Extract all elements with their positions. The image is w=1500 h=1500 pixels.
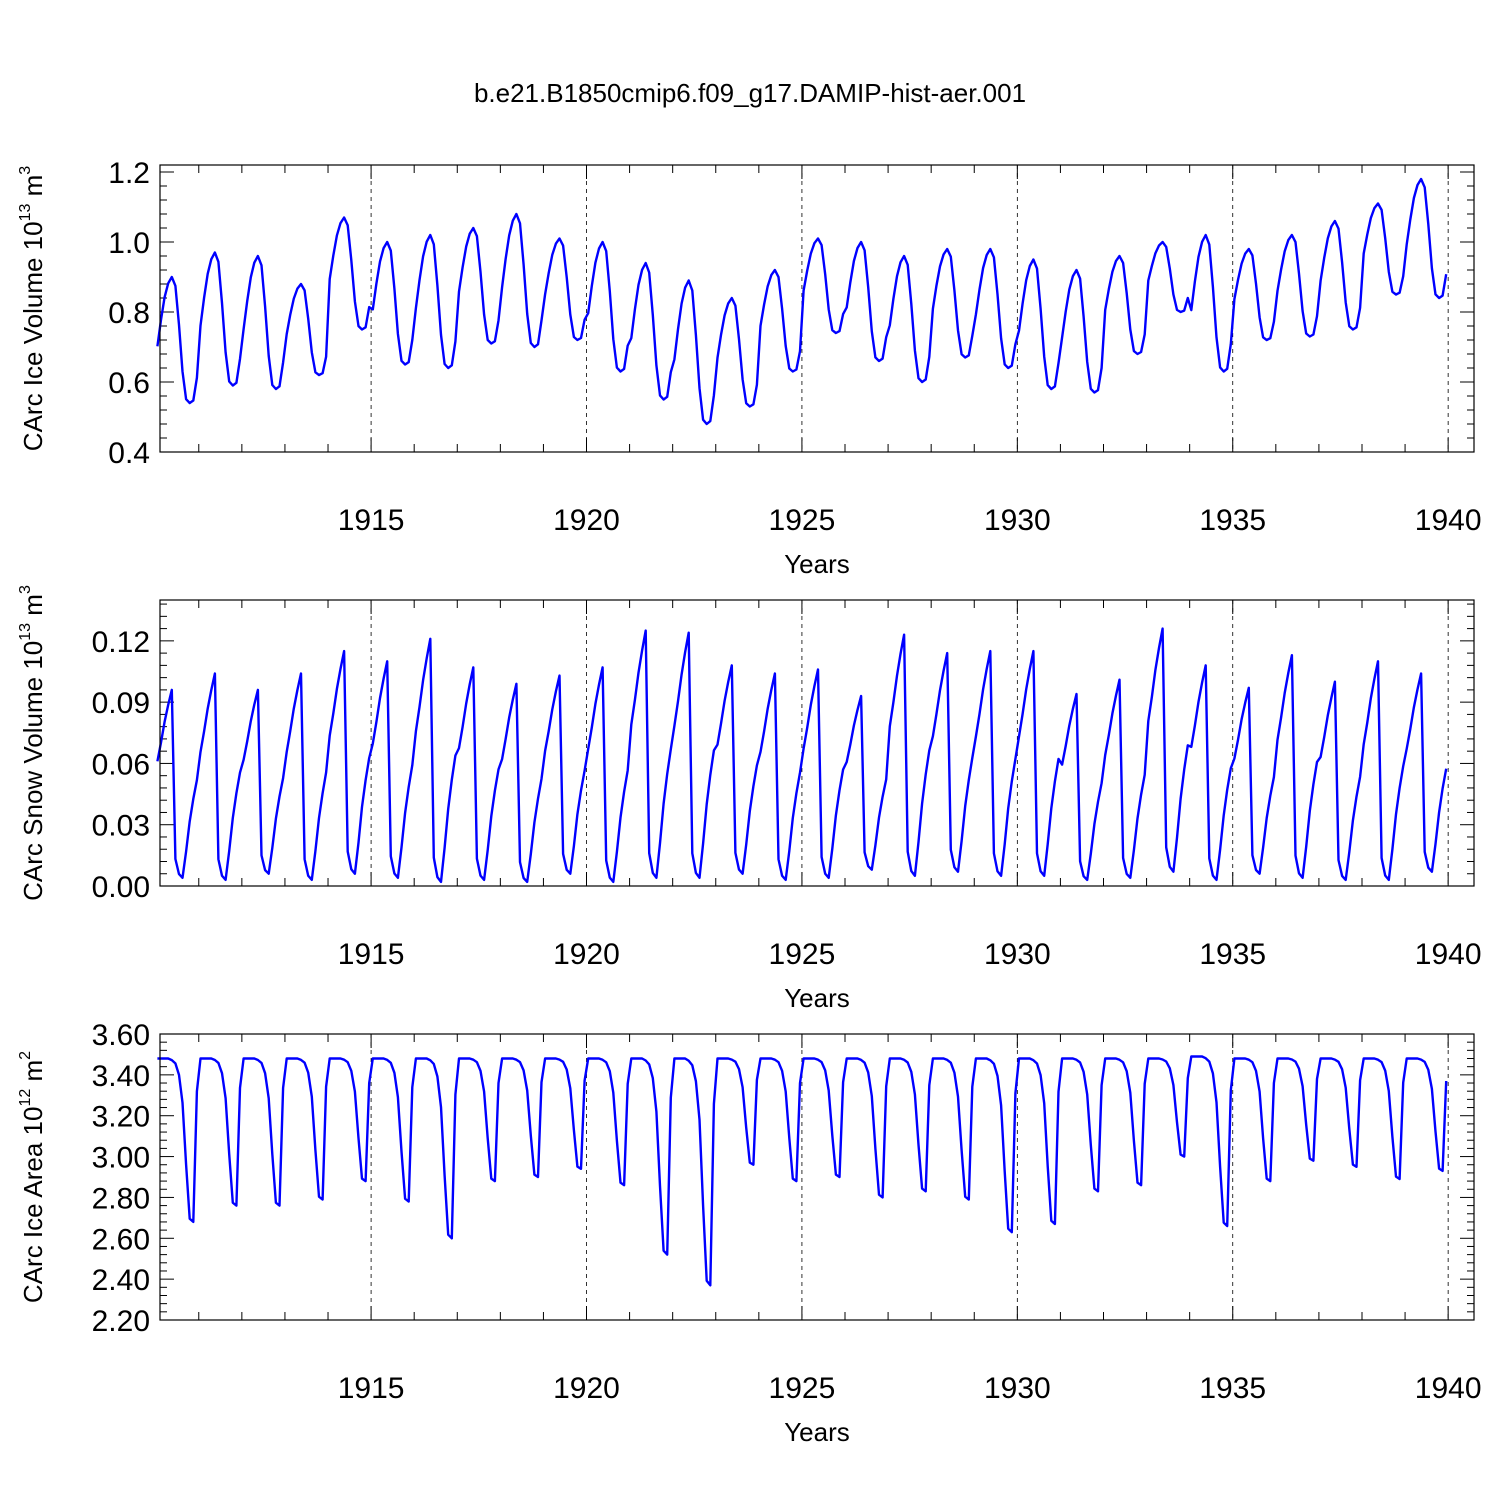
y-tick-label: 0.4	[108, 437, 150, 470]
x-tick-label: 1920	[553, 504, 620, 537]
x-tick-label: 1935	[1199, 938, 1266, 971]
x-tick-label: 1935	[1199, 504, 1266, 537]
x-tick-label: 1930	[984, 1372, 1051, 1405]
y-tick-label: 2.20	[92, 1305, 150, 1338]
plot-frame	[159, 599, 1475, 887]
x-tick-label: 1915	[338, 938, 405, 971]
y-tick-label: 0.12	[92, 626, 150, 659]
y-tick-label: 3.60	[92, 1019, 150, 1052]
x-tick-label: 1915	[338, 504, 405, 537]
x-axis-label: Years	[784, 983, 850, 1013]
y-axis-label: CArc Ice Area 1012 m2	[17, 1051, 48, 1303]
y-tick-label: 3.40	[92, 1060, 150, 1093]
x-tick-label: 1925	[769, 1372, 836, 1405]
chart-title: b.e21.B1850cmip6.f09_g17.DAMIP-hist-aer.…	[474, 78, 1026, 108]
x-tick-label: 1930	[984, 504, 1051, 537]
y-axis-label: CArc Snow Volume 1013 m3	[17, 585, 48, 901]
x-tick-label: 1930	[984, 938, 1051, 971]
series-line	[156, 177, 1448, 426]
panels: 0.4 0.6 0.8 1.0 1.2 1915 1920 1925 1930 1935 1940 Y…	[17, 157, 1482, 1447]
x-tick-label: 1915	[338, 1372, 405, 1405]
series-line	[156, 627, 1448, 884]
plot-frame	[159, 164, 1475, 453]
y-tick-label: 0.03	[92, 810, 150, 843]
y-tick-label: 0.00	[92, 871, 150, 904]
y-tick-label: 0.09	[92, 687, 150, 720]
x-axis-label: Years	[784, 1417, 850, 1447]
y-tick-label: 2.60	[92, 1223, 150, 1256]
y-tick-label: 2.40	[92, 1264, 150, 1297]
x-tick-label: 1940	[1415, 938, 1482, 971]
x-axis-label: Years	[784, 549, 850, 579]
y-tick-label: 2.80	[92, 1182, 150, 1215]
y-tick-label: 1.0	[108, 227, 150, 260]
x-tick-label: 1925	[769, 938, 836, 971]
x-tick-label: 1940	[1415, 504, 1482, 537]
x-tick-label: 1935	[1199, 1372, 1266, 1405]
y-tick-label: 0.06	[92, 748, 150, 781]
panel-1: 0.4 0.6 0.8 1.0 1.2 1915 1920 1925 1930 1935 1940 Y…	[17, 157, 1482, 579]
y-tick-label: 3.00	[92, 1142, 150, 1175]
y-tick-label: 0.8	[108, 297, 150, 330]
x-tick-label: 1920	[553, 1372, 620, 1405]
series-line	[157, 1055, 1448, 1287]
y-tick-label: 0.6	[108, 367, 150, 400]
x-tick-label: 1920	[553, 938, 620, 971]
panel-2: 0.00 0.03 0.06 0.09 0.12 1915 1920 1925 1930 1935…	[17, 585, 1482, 1013]
y-tick-label: 1.2	[108, 157, 150, 190]
x-tick-label: 1925	[769, 504, 836, 537]
y-axis-label: CArc Ice Volume 1013 m3	[17, 166, 48, 451]
panel-3: 2.20 2.40 2.60 2.80 3.00 3.20 3.40 3.60 1915 1920…	[17, 1019, 1482, 1447]
x-tick-label: 1940	[1415, 1372, 1482, 1405]
y-tick-label: 3.20	[92, 1101, 150, 1134]
plot-frame	[159, 1033, 1475, 1321]
